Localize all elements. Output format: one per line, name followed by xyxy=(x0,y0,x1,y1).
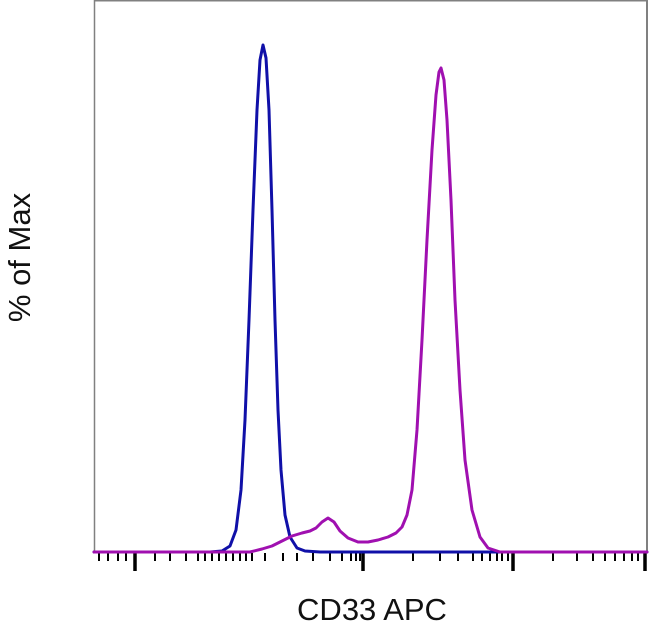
x-axis-ticks xyxy=(98,553,647,571)
y-axis-label: % of Max xyxy=(2,192,37,323)
x-axis-label: CD33 APC xyxy=(297,592,447,627)
series-cd33-apc xyxy=(92,66,649,554)
histogram-series xyxy=(92,43,649,554)
plot-frame xyxy=(93,0,648,552)
series-isotype-control xyxy=(92,43,649,554)
